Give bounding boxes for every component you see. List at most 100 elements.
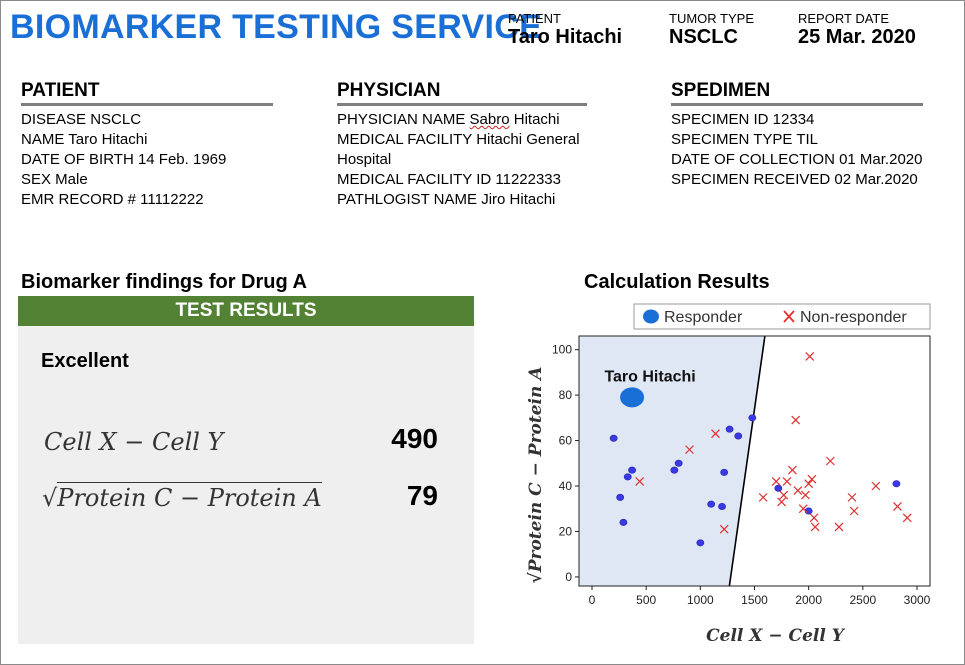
nonresponder-point xyxy=(787,465,797,475)
x-axis-title: Cell X − Cell Y xyxy=(706,626,846,646)
report-title: BIOMARKER TESTING SERVICE xyxy=(10,8,543,46)
y-axis-title: √Protein C − Protein A xyxy=(526,367,546,584)
patient-line: EMR RECORD # 11112222 xyxy=(21,191,204,208)
nonresponder-point xyxy=(771,477,781,486)
responder-point xyxy=(892,480,901,488)
nonresponder-point xyxy=(809,513,819,523)
plot-area: 0 500 1000 1500 2000 2500 3000 0 20 40 60 80 100 Taro… xyxy=(552,335,931,607)
legend-box xyxy=(633,303,931,330)
responder-point xyxy=(628,466,636,474)
nonresponder-point xyxy=(805,352,815,361)
nonresponder-point xyxy=(635,477,645,486)
header-report-label: REPORT DATE xyxy=(798,11,890,26)
nonresponder-point xyxy=(893,502,902,511)
nonresponder-point xyxy=(825,456,835,466)
header-patient-value: Taro Hitachi xyxy=(508,26,623,48)
responder-point xyxy=(734,432,743,440)
physician-line: MEDICAL FACILITY ID 11222333 xyxy=(337,171,561,188)
nonresponder-point xyxy=(782,477,792,486)
patient-marker xyxy=(620,387,645,408)
nonresponder-point xyxy=(807,474,817,484)
value-cell-diff: 490 xyxy=(391,423,438,454)
physician-first-name: Sabro xyxy=(469,111,510,128)
nonresponder-point xyxy=(793,486,803,495)
physician-last-name: Hitachi xyxy=(509,111,560,128)
legend-responder-marker xyxy=(643,309,659,324)
patient-line: SEX Male xyxy=(21,171,88,188)
nonresponder-point xyxy=(685,445,694,455)
value-protein-diff: 79 xyxy=(406,480,438,511)
patient-info: DISEASE NSCLC NAME Taro Hitachi DATE OF … xyxy=(21,110,226,210)
x-tick-label: 1000 xyxy=(687,593,714,607)
sqrt-symbol-icon: √ xyxy=(42,484,58,512)
specimen-info: SPECIMEN ID 12334 SPECIMEN TYPE TIL DATE… xyxy=(671,110,922,190)
responder-point xyxy=(609,434,618,442)
calc-title: Calculation Results xyxy=(584,271,770,293)
nonresponder-point xyxy=(711,429,720,439)
physician-section-title: PHYSICIAN xyxy=(337,80,587,106)
responder-point xyxy=(748,414,757,422)
y-tick-label: 0 xyxy=(565,570,572,584)
responder-point xyxy=(619,518,628,526)
physician-line: MEDICAL FACILITY Hitachi General xyxy=(337,131,580,148)
formula-protein-diff: √Protein C − Protein A xyxy=(42,482,322,512)
nonresponder-point xyxy=(800,490,810,500)
header-report-value: 25 Mar. 2020 xyxy=(798,26,916,48)
responder-point xyxy=(774,484,783,492)
y-tick-label: 80 xyxy=(559,388,573,402)
patient-section-title: PATIENT xyxy=(21,80,273,106)
specimen-line: SPECIMEN TYPE TIL xyxy=(671,131,818,148)
responder-point xyxy=(696,539,705,547)
legend-nonresponder-label: Non-responder xyxy=(800,309,907,326)
responder-point xyxy=(718,502,726,510)
formula-cell-diff: Cell X − Cell Y xyxy=(44,428,224,456)
x-tick-label: 2000 xyxy=(795,593,822,607)
nonresponder-point xyxy=(834,522,844,532)
physician-name-line: PHYSICIAN NAME Sabro Hitachi xyxy=(337,110,580,130)
result-rating: Excellent xyxy=(41,350,129,372)
x-tick-label: 2500 xyxy=(849,593,876,607)
nonresponder-point xyxy=(758,492,768,502)
findings-title: Biomarker findings for Drug A xyxy=(21,271,307,293)
responder-point xyxy=(623,473,632,481)
y-tick-label: 100 xyxy=(552,343,572,357)
patient-line: NAME Taro Hitachi xyxy=(21,131,148,148)
nonresponder-point xyxy=(847,492,857,502)
responder-point xyxy=(725,425,734,433)
scatter-chart: Responder Non-responder 0 500 1000 1500 2000… xyxy=(526,303,931,646)
x-tick-label: 1500 xyxy=(741,593,768,607)
physician-line: Hospital xyxy=(337,151,392,168)
responder-point xyxy=(670,466,679,474)
x-tick-label: 0 xyxy=(589,593,596,607)
responder-point xyxy=(707,500,716,508)
test-results-panel: TEST RESULTS Excellent Cell X − Cell Y 4… xyxy=(18,296,474,644)
x-tick-label: 500 xyxy=(636,593,656,607)
decision-boundary xyxy=(728,335,766,587)
nonresponder-point xyxy=(777,497,787,507)
header-tumor-value: NSCLC xyxy=(669,26,738,48)
nonresponder-point xyxy=(871,481,881,491)
specimen-line: DATE OF COLLECTION 01 Mar.2020 xyxy=(671,151,923,168)
nonresponder-point xyxy=(791,415,801,425)
specimen-line: SPECIMEN RECEIVED 02 Mar.2020 xyxy=(671,171,918,188)
nonresponder-point xyxy=(779,490,789,500)
nonresponder-point xyxy=(798,504,808,514)
nonresponder-point xyxy=(849,506,859,516)
header-tumor: TUMOR TYPE NSCLC xyxy=(669,12,754,49)
nonresponder-point xyxy=(902,513,912,523)
header-patient-label: PATIENT xyxy=(508,11,561,26)
nonresponder-point xyxy=(719,524,729,534)
responder-point xyxy=(616,493,625,501)
legend-responder-label: Responder xyxy=(664,309,743,326)
test-results-bar: TEST RESULTS xyxy=(18,296,474,326)
physician-name-label: PHYSICIAN NAME xyxy=(337,111,470,128)
physician-line: PATHLOGIST NAME Jiro Hitachi xyxy=(337,191,556,208)
patient-label: Taro Hitachi xyxy=(604,368,695,385)
legend-nonresponder-marker xyxy=(783,310,795,323)
responder-point xyxy=(674,459,683,467)
y-tick-label: 60 xyxy=(559,434,573,448)
nonresponder-point xyxy=(804,479,814,489)
physician-info: PHYSICIAN NAME Sabro Hitachi MEDICAL FAC… xyxy=(337,110,580,210)
x-tick-label: 3000 xyxy=(904,593,931,607)
patient-line: DATE OF BIRTH 14 Feb. 1969 xyxy=(21,151,227,168)
